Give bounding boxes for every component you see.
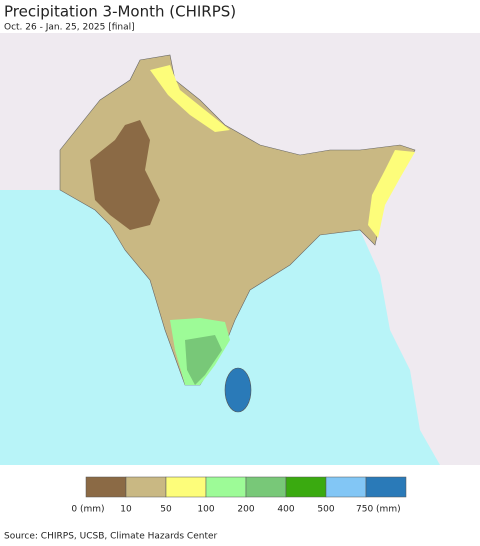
legend-label: 10 [120,505,132,515]
sri-lanka [224,367,252,413]
source: Source: CHIRPS, UCSB, Climate Hazards Ce… [4,532,218,542]
legend-label: 400 [277,505,294,515]
legend-swatch [165,476,207,498]
legend-label: 750 (mm) [356,505,401,515]
north-wet-strip [150,65,230,132]
legend-swatch [125,476,167,498]
legend-swatch [85,476,127,498]
title: Precipitation 3-Month (CHIRPS) [4,3,236,21]
legend-swatch [325,476,367,498]
legend-swatch [245,476,287,498]
legend-label: 100 [197,505,214,515]
legend-swatch [205,476,247,498]
legend: 0 (mm) 10 50 100 200 400 500 750 (mm) [71,476,407,515]
legend-swatch [365,476,407,498]
legend-label: 200 [237,505,254,515]
legend-swatch [285,476,327,498]
subtitle: Oct. 26 - Jan. 25, 2025 [final] [4,23,135,33]
dry-area [90,120,160,230]
south-tip [185,335,222,385]
east-wet-area [368,150,415,238]
legend-label: 50 [160,505,172,515]
legend-label: 500 [317,505,334,515]
sea [0,190,440,465]
legend-label: 0 (mm) [71,505,104,515]
map [0,33,480,465]
